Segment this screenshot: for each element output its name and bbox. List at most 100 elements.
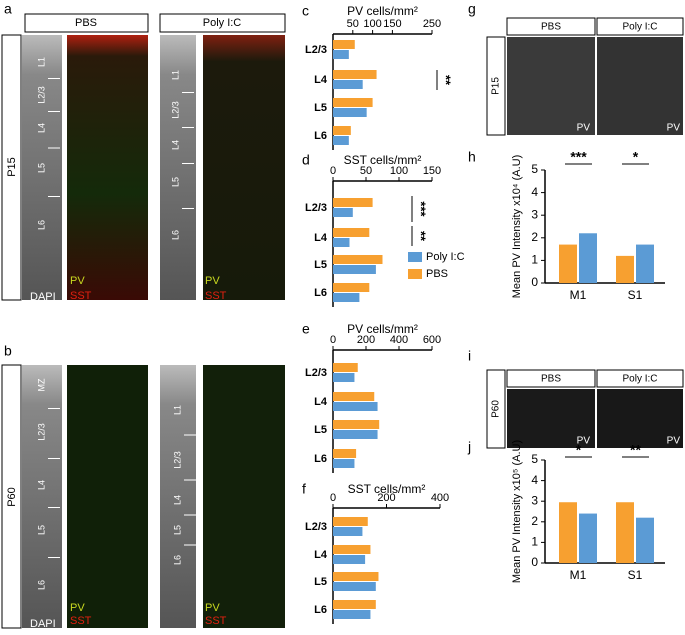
- x-tick-label: 50: [360, 165, 372, 177]
- bar: [333, 126, 351, 135]
- panel-label: c: [302, 3, 309, 19]
- significance: **: [414, 231, 429, 242]
- significance: **: [439, 75, 454, 86]
- x-tick-label: 150: [383, 18, 401, 30]
- y-tick-label: 5: [531, 162, 538, 176]
- layer-label: L1: [170, 70, 180, 80]
- y-tick-label: 2: [531, 230, 538, 244]
- stain: PV: [667, 436, 681, 447]
- bar: [333, 555, 366, 564]
- bar: [559, 244, 577, 283]
- legend-swatch: [408, 252, 422, 262]
- layer-label: L6: [36, 220, 46, 230]
- layer-label: L2/3: [36, 86, 46, 104]
- panel-label: g: [468, 1, 476, 17]
- bar: [333, 610, 371, 619]
- y-tick-label: 2: [531, 514, 538, 528]
- layer-label: L5: [36, 525, 46, 535]
- y-tick-label: L5: [314, 576, 327, 588]
- bar: [333, 572, 379, 581]
- condition: Poly I:C: [622, 374, 657, 385]
- bar: [333, 283, 370, 292]
- bar: [333, 198, 373, 207]
- y-tick-label: L4: [314, 549, 328, 561]
- x-tick-label: 400: [390, 334, 408, 346]
- panel-label: j: [467, 439, 471, 455]
- layer-label: MZ: [36, 378, 46, 391]
- bar: [333, 293, 360, 302]
- layer-label: L2/3: [36, 423, 46, 441]
- panel-label: i: [468, 348, 471, 364]
- layer-label: L5: [172, 525, 182, 535]
- significance: *: [633, 149, 639, 165]
- layer-label: L4: [36, 480, 46, 490]
- condition: Poly I:C: [203, 17, 242, 29]
- bar: [333, 228, 370, 237]
- x-tick-label: 150: [423, 165, 441, 177]
- x-tick-label: 250: [423, 18, 441, 30]
- x-tick-label: 100: [390, 165, 408, 177]
- panel-label: d: [302, 152, 310, 168]
- y-tick-label: L6: [314, 604, 327, 616]
- bar: [333, 420, 380, 429]
- bar: [333, 108, 367, 117]
- y-tick-label: L2/3: [305, 521, 327, 533]
- y-tick-label: L6: [314, 453, 327, 465]
- y-tick-label: 1: [531, 535, 538, 549]
- chart-title: SST cells/mm²: [348, 482, 426, 496]
- y-tick-label: 3: [531, 493, 538, 507]
- y-tick-label: L4: [314, 396, 328, 408]
- stain: PV: [205, 275, 220, 287]
- x-tick-label: 400: [431, 492, 449, 504]
- age: P60: [491, 400, 502, 418]
- y-tick-label: 0: [531, 275, 538, 289]
- legend-swatch: [408, 269, 422, 279]
- panel-label: h: [468, 149, 476, 165]
- bar: [579, 513, 597, 563]
- stain: PV: [70, 275, 85, 287]
- significance: ***: [570, 149, 587, 165]
- y-tick-label: 0: [531, 555, 538, 569]
- stain: PV: [577, 123, 591, 134]
- y-tick-label: L2/3: [305, 44, 327, 56]
- y-axis-label: Mean PV Intensity x10⁴ (A.U): [511, 155, 523, 299]
- y-tick-label: 4: [531, 473, 538, 487]
- bar: [333, 255, 383, 264]
- micrographs: [1, 13, 684, 629]
- layer-label: L5: [170, 177, 180, 187]
- x-tick-label: M1: [570, 288, 587, 302]
- x-tick-label: 600: [423, 334, 441, 346]
- layer-label: L6: [170, 230, 180, 240]
- stain: DAPI: [30, 291, 56, 303]
- y-tick-label: L6: [314, 130, 327, 142]
- x-tick-label: 0: [330, 334, 336, 346]
- bar: [333, 80, 363, 89]
- y-tick-label: 1: [531, 253, 538, 267]
- x-tick-label: 0: [330, 492, 336, 504]
- x-tick-label: 100: [363, 18, 381, 30]
- significance: ***: [414, 201, 429, 217]
- stain: PV: [577, 436, 591, 447]
- layer-label: L4: [172, 495, 182, 505]
- stain: SST: [205, 615, 227, 627]
- y-tick-label: L4: [314, 232, 328, 244]
- stain: SST: [205, 290, 227, 302]
- y-tick-label: L5: [314, 424, 327, 436]
- panel-label: e: [302, 321, 310, 337]
- x-tick-label: 0: [330, 165, 336, 177]
- bar: [616, 255, 634, 283]
- bar: [333, 373, 355, 382]
- x-tick-label: S1: [628, 288, 643, 302]
- y-tick-label: 4: [531, 185, 538, 199]
- layer-label: L1: [172, 405, 182, 415]
- layer-label: L2/3: [172, 451, 182, 469]
- bar: [616, 502, 634, 563]
- condition: PBS: [541, 22, 561, 33]
- stain: PV: [70, 602, 85, 614]
- layer-label: L6: [172, 555, 182, 565]
- chart-title: PV cells/mm²: [347, 4, 418, 18]
- bar: [333, 40, 355, 49]
- legend-label: Poly I:C: [426, 251, 465, 263]
- bar: [333, 50, 349, 59]
- bar: [333, 402, 378, 411]
